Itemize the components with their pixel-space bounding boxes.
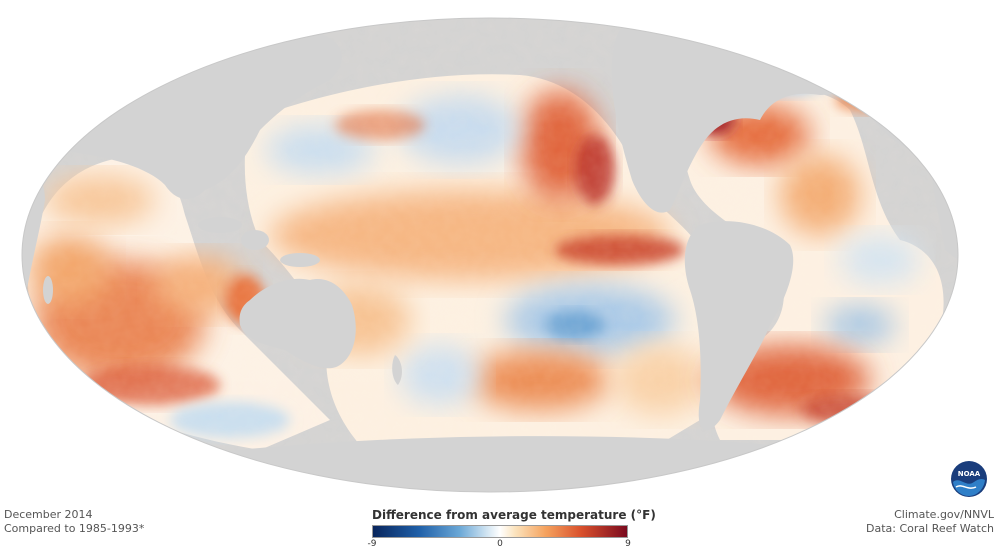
legend-tick-min: -9 [367,539,377,549]
legend-tick-max: 9 [625,539,631,549]
credit-site: Climate.gov/NNVL [894,508,994,521]
land-indonesia [198,217,242,233]
caption-date: December 2014 [4,508,93,521]
land-south-america [684,221,794,431]
legend-tick-mid: 0 [497,539,503,549]
caption-baseline: Compared to 1985-1993* [4,522,145,535]
sst-anomaly-map [21,17,959,493]
map-caption: December 2014 Compared to 1985-1993* [4,508,144,536]
legend-title: Difference from average temperature (°F) [372,508,656,522]
land-borneo [241,230,269,250]
land-new-zealand [392,355,402,385]
ocean-anomaly-layer [22,18,958,492]
noaa-logo-icon: NOAA [951,461,987,497]
legend-ticks: -9 0 9 [368,538,631,552]
map-credits: Climate.gov/NNVL Data: Coral Reef Watch [866,508,994,536]
globe-edge [21,17,959,493]
land-madagascar [43,276,53,304]
legend-color-bar [372,525,628,538]
land-australia [239,278,356,369]
land-new-guinea [280,253,320,267]
color-legend: Difference from average temperature (°F)… [368,508,656,552]
noaa-logo-text: NOAA [958,470,981,478]
credit-source: Data: Coral Reef Watch [866,522,994,535]
